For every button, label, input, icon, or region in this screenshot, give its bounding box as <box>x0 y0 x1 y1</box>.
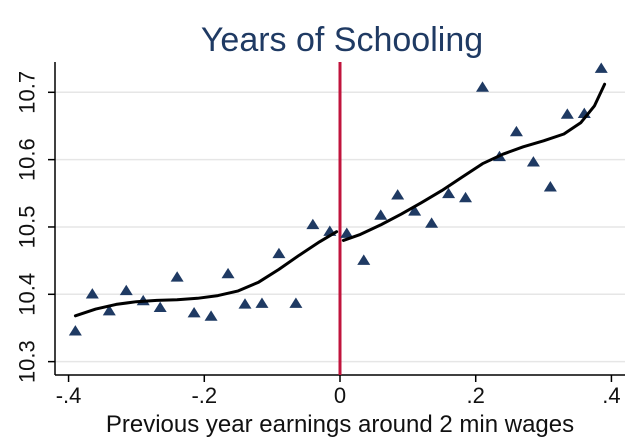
data-point-29 <box>560 108 574 119</box>
data-point-17 <box>357 254 371 265</box>
data-point-7 <box>187 306 201 318</box>
data-point-23 <box>459 191 473 203</box>
data-point-12 <box>272 247 286 259</box>
data-point-1 <box>85 288 99 299</box>
x-tick-label-2: 0 <box>334 383 346 408</box>
data-point-14 <box>306 218 320 230</box>
plot-area <box>68 62 608 375</box>
data-point-11 <box>255 297 269 308</box>
fit-right-line <box>341 82 607 242</box>
data-point-20 <box>408 205 422 216</box>
y-tick-label-2: 10.5 <box>15 206 40 249</box>
data-point-5 <box>153 301 167 312</box>
data-point-3 <box>119 284 133 296</box>
x-tick-label-1: -.2 <box>191 383 217 408</box>
x-axis-label: Previous year earnings around 2 min wage… <box>106 411 574 438</box>
data-point-26 <box>509 125 523 137</box>
y-tick-label-4: 10.7 <box>15 71 40 114</box>
data-point-0 <box>68 325 82 336</box>
data-point-9 <box>221 267 235 279</box>
data-point-21 <box>425 217 439 228</box>
data-point-31 <box>594 62 608 73</box>
data-point-16 <box>340 227 354 238</box>
data-point-27 <box>526 156 540 167</box>
data-point-10 <box>238 298 252 309</box>
axes <box>48 62 625 382</box>
data-point-24 <box>476 81 489 92</box>
y-tick-label-0: 10.3 <box>15 340 40 383</box>
y-tick-label-1: 10.4 <box>15 273 40 316</box>
data-point-28 <box>543 181 557 192</box>
data-point-8 <box>204 310 218 321</box>
y-tick-label-3: 10.6 <box>15 138 40 181</box>
data-point-19 <box>391 189 405 200</box>
data-point-6 <box>170 271 184 282</box>
x-tick-label-4: .4 <box>602 383 620 408</box>
data-point-13 <box>289 297 303 308</box>
data-point-2 <box>102 304 116 316</box>
data-point-22 <box>442 187 456 199</box>
data-point-18 <box>374 209 388 220</box>
x-tick-label-3: .2 <box>467 383 485 408</box>
tick-labels: 10.3 10.4 10.5 10.6 10.7 -.4 -.2 0 .2 .4 <box>15 71 621 408</box>
fit-left-line <box>73 230 339 318</box>
chart-title: Years of Schooling <box>201 21 483 59</box>
x-tick-label-0: -.4 <box>56 383 82 408</box>
